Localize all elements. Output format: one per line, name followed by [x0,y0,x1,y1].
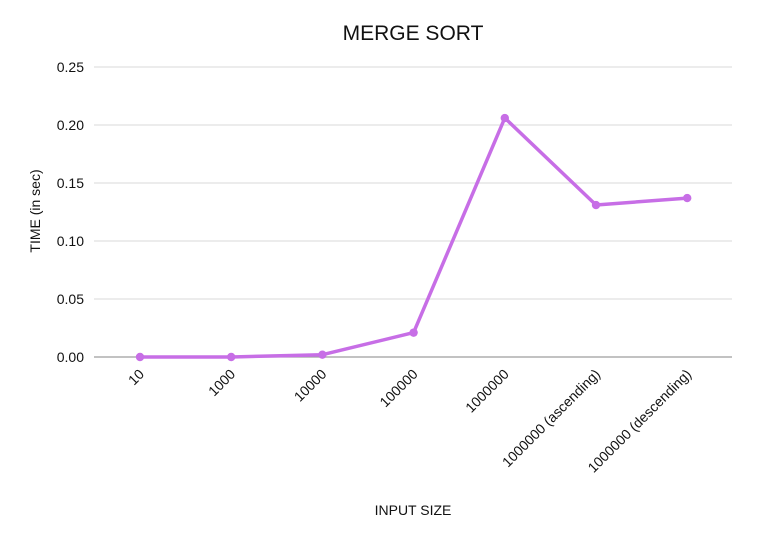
x-tick-label: 100000 [376,366,420,410]
x-tick-label: 1000000 (ascending) [499,366,603,470]
y-tick-label: 0.10 [57,233,84,249]
data-point [500,113,509,123]
y-axis-label: TIME (in sec) [27,169,43,252]
data-point [318,350,327,359]
y-tick-labels: 0.00 0.05 0.10 0.15 0.20 0.25 [57,59,84,365]
x-tick-label: 1000 [205,366,238,399]
x-tick-label: 10 [125,366,147,388]
x-axis-label: INPUT SIZE [375,502,452,518]
x-tick-label: 10000 [291,366,330,405]
chart-title: MERGE SORT [343,22,484,45]
data-point [135,352,145,362]
series-line [138,116,689,359]
grid-lines [94,66,732,358]
y-tick-label: 0.15 [57,175,84,191]
x-tick-label: 1000000 [462,366,512,416]
x-tick-label: 1000000 (descending) [584,366,694,476]
data-point [227,352,236,362]
data-point [683,193,692,203]
y-tick-label: 0.05 [57,291,84,307]
y-tick-label: 0.20 [57,117,84,133]
data-point [409,328,418,337]
y-tick-label: 0.25 [57,59,84,75]
data-series [135,113,692,362]
data-point [591,200,601,210]
y-tick-label: 0.00 [57,349,84,365]
